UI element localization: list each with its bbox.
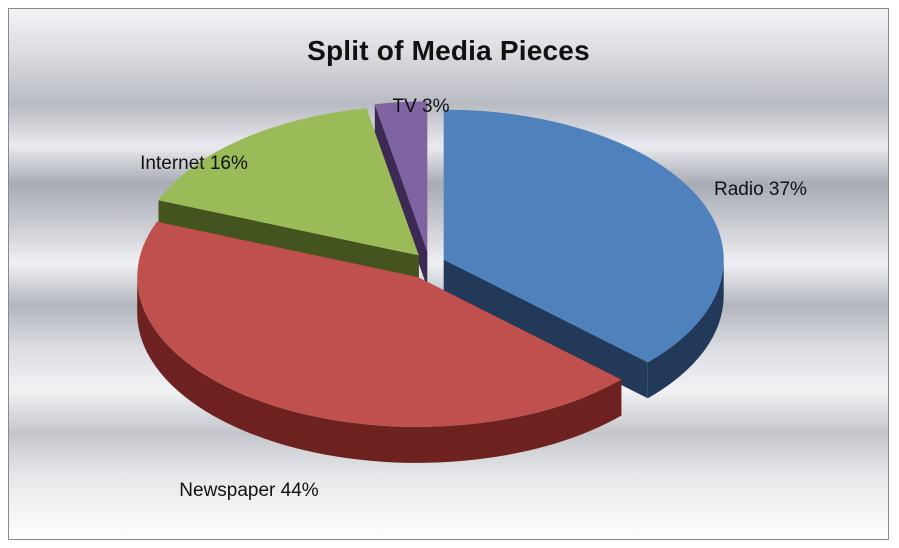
pie-slice-tv — [374, 101, 428, 252]
pie-chart: Radio 37% Newspaper 44% Internet 16% TV 3% — [137, 96, 807, 501]
chart-title: Split of Media Pieces — [307, 35, 590, 66]
pie-top-layer — [137, 101, 724, 427]
label-radio: Radio 37% — [714, 179, 807, 200]
pie-slice-internet — [158, 108, 419, 256]
pie-slice-radio — [443, 109, 724, 363]
label-internet: Internet 16% — [140, 153, 248, 174]
pie-slice-newspaper — [137, 221, 622, 427]
pie-cut-tv-0 — [374, 104, 428, 288]
chart-frame: Split of Media Pieces Radio 37% Newspaper… — [8, 8, 889, 540]
pie-cut-radio-1 — [443, 259, 648, 399]
label-tv: TV 3% — [392, 96, 449, 117]
pie-rim-radio — [647, 259, 724, 399]
pie-rim-newspaper — [137, 276, 622, 463]
label-newspaper: Newspaper 44% — [179, 480, 319, 501]
